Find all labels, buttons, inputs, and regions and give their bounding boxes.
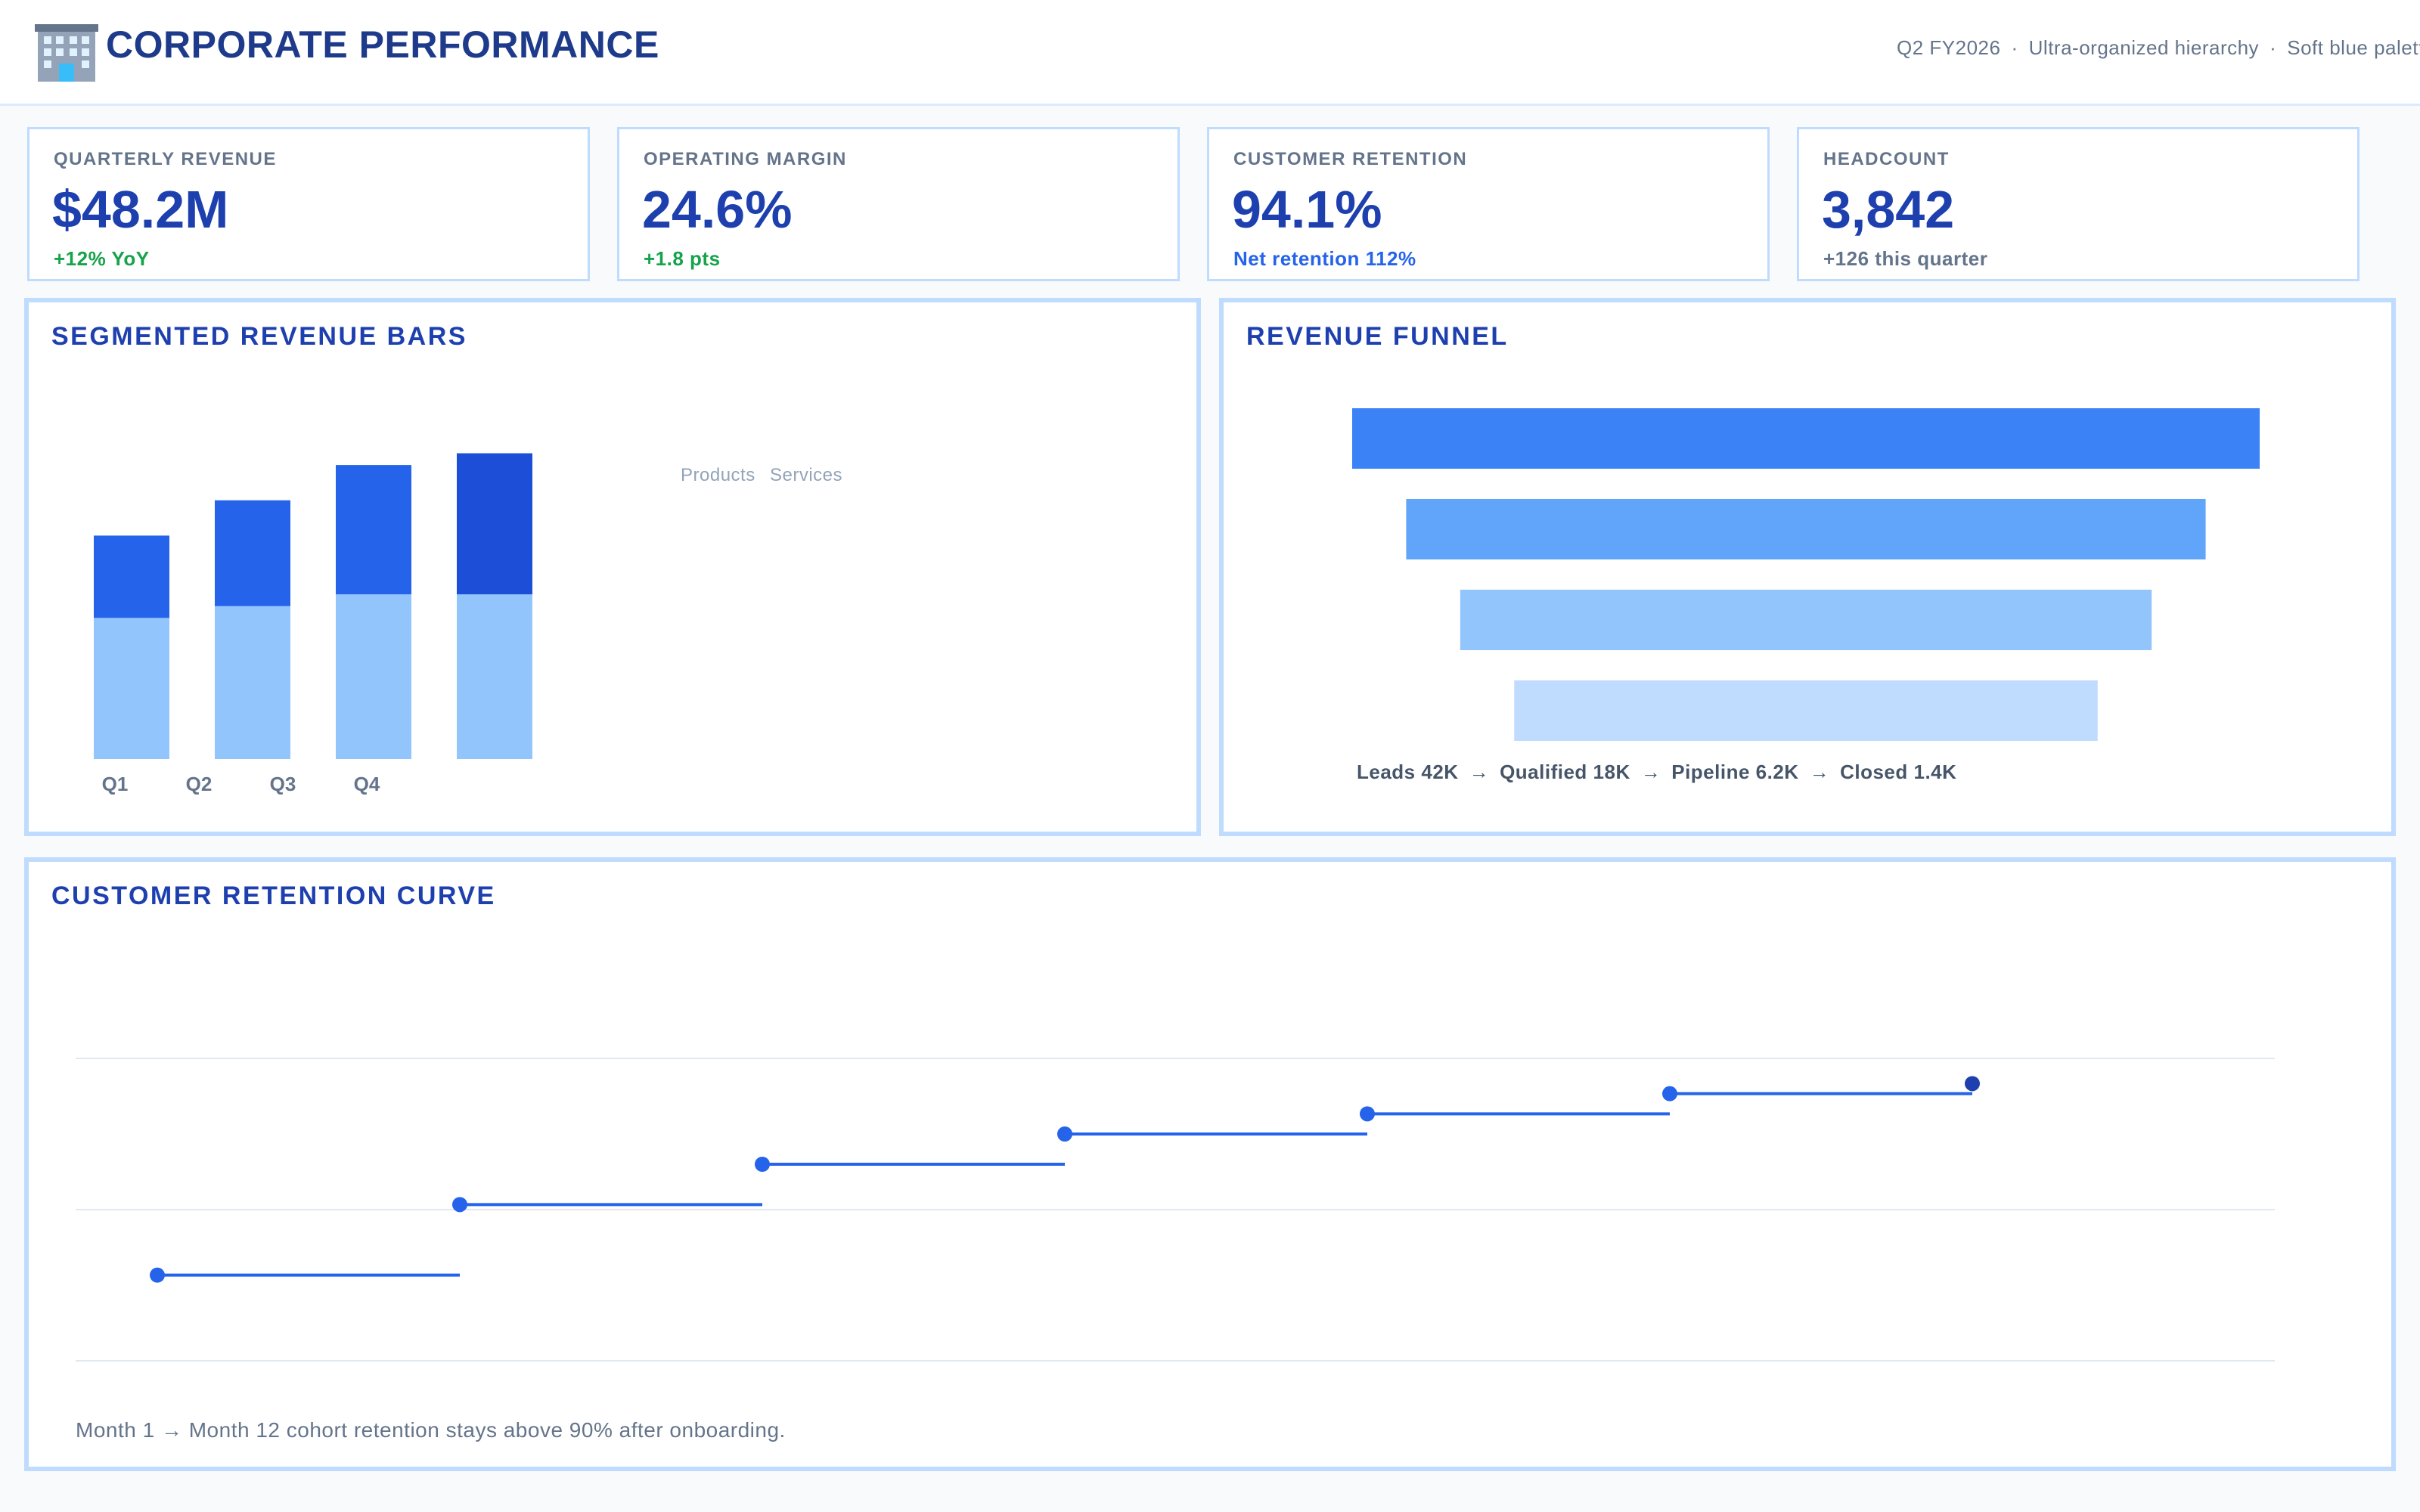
retention-point	[452, 1197, 467, 1213]
funnel-stage-closed: Closed 1.4K	[1840, 761, 1957, 783]
kpi-card-retention: CUSTOMER RETENTION 94.1% Net retention 1…	[1207, 127, 1770, 281]
revenue-funnel-chart	[1352, 408, 2260, 741]
funnel-stage-bar-1	[1352, 408, 2260, 469]
legend-item: Products	[681, 465, 755, 485]
retention-point	[1965, 1076, 1980, 1092]
kpi-value: 3,842	[1822, 180, 1955, 239]
kpi-value: $48.2M	[52, 180, 229, 239]
legend-item: Services	[770, 465, 842, 485]
dashboard-header: CORPORATE PERFORMANCE Q2 FY2026 · Ultra-or…	[0, 0, 2420, 106]
meta-hierarchy: Ultra-organized hierarchy	[2028, 36, 2260, 59]
funnel-caption: Leads 42K → Qualified 18K → Pipeline 6.2K → Cl…	[1357, 761, 1956, 784]
kpi-label: CUSTOMER RETENTION	[1233, 149, 1468, 169]
kpi-value: 24.6%	[642, 180, 793, 239]
funnel-stage-qualified: Qualified 18K	[1500, 761, 1630, 783]
bar-services-3	[336, 465, 411, 595]
retention-point	[150, 1267, 165, 1283]
kpi-delta: +12% YoY	[54, 247, 150, 270]
retention-point	[1662, 1086, 1677, 1101]
funnel-stage-bar-2	[1406, 499, 2206, 559]
kpi-delta: Net retention 112%	[1233, 247, 1416, 270]
kpi-card-revenue: QUARTERLY REVENUE $48.2M +12% YoY	[27, 127, 590, 281]
meta-period: Q2 FY2026	[1897, 36, 2001, 59]
tick-label: Q3	[270, 773, 296, 795]
office-building-icon	[35, 24, 98, 82]
funnel-stage-bar-3	[1460, 590, 2152, 650]
kpi-card-margin: OPERATING MARGIN 24.6% +1.8 pts	[617, 127, 1180, 281]
segmented-revenue-chart: Q1 Q2 Q3 Q4 Products Services	[94, 453, 842, 795]
funnel-stage-bar-4	[1514, 680, 2098, 741]
kpi-delta: +126 this quarter	[1823, 247, 1988, 270]
revenue-funnel-panel: REVENUE FUNNEL Leads 42K → Qualified 18K → P…	[1219, 298, 2396, 836]
retention-point	[1057, 1126, 1072, 1142]
arrow-icon: →	[1809, 761, 1830, 783]
retention-curve-panel: CUSTOMER RETENTION CURVE Month 1 → Month…	[24, 857, 2396, 1471]
panel-title: SEGMENTED REVENUE BARS	[51, 322, 467, 351]
bar-services-1	[94, 535, 169, 618]
bar-products-4	[457, 594, 532, 759]
bar-products-1	[94, 618, 169, 759]
bar-products-2	[215, 606, 290, 759]
funnel-stage-pipeline: Pipeline 6.2K	[1671, 761, 1799, 783]
kpi-label: QUARTERLY REVENUE	[54, 149, 277, 169]
header-meta: Q2 FY2026 · Ultra-organized hierarchy · Soft…	[1897, 36, 2420, 64]
panel-title: REVENUE FUNNEL	[1246, 322, 1509, 351]
retention-point	[1360, 1106, 1375, 1122]
bar-services-4	[457, 453, 532, 595]
tick-label: Q4	[354, 773, 380, 795]
kpi-delta: +1.8 pts	[644, 247, 721, 270]
meta-palette: Soft blue palette	[2287, 36, 2420, 59]
retention-note: Month 1 → Month 12 cohort retention stay…	[76, 1418, 786, 1442]
kpi-label: HEADCOUNT	[1823, 149, 1950, 169]
bar-products-3	[336, 594, 411, 759]
kpi-value: 94.1%	[1232, 180, 1382, 239]
page-title: CORPORATE PERFORMANCE	[106, 23, 659, 66]
kpi-card-headcount: HEADCOUNT 3,842 +126 this quarter	[1797, 127, 2360, 281]
bar-services-2	[215, 500, 290, 606]
retention-curve-chart	[76, 1058, 2275, 1362]
tick-label: Q1	[102, 773, 129, 795]
tick-label: Q2	[186, 773, 213, 795]
arrow-icon: →	[1640, 761, 1661, 783]
kpi-label: OPERATING MARGIN	[644, 149, 847, 169]
arrow-icon: →	[1469, 761, 1490, 783]
segmented-revenue-panel: SEGMENTED REVENUE BARS Q1 Q2 Q3 Q4 Products S…	[24, 298, 1201, 836]
panel-title: CUSTOMER RETENTION CURVE	[51, 881, 496, 910]
funnel-stage-leads: Leads 42K	[1357, 761, 1459, 783]
retention-point	[755, 1157, 770, 1172]
